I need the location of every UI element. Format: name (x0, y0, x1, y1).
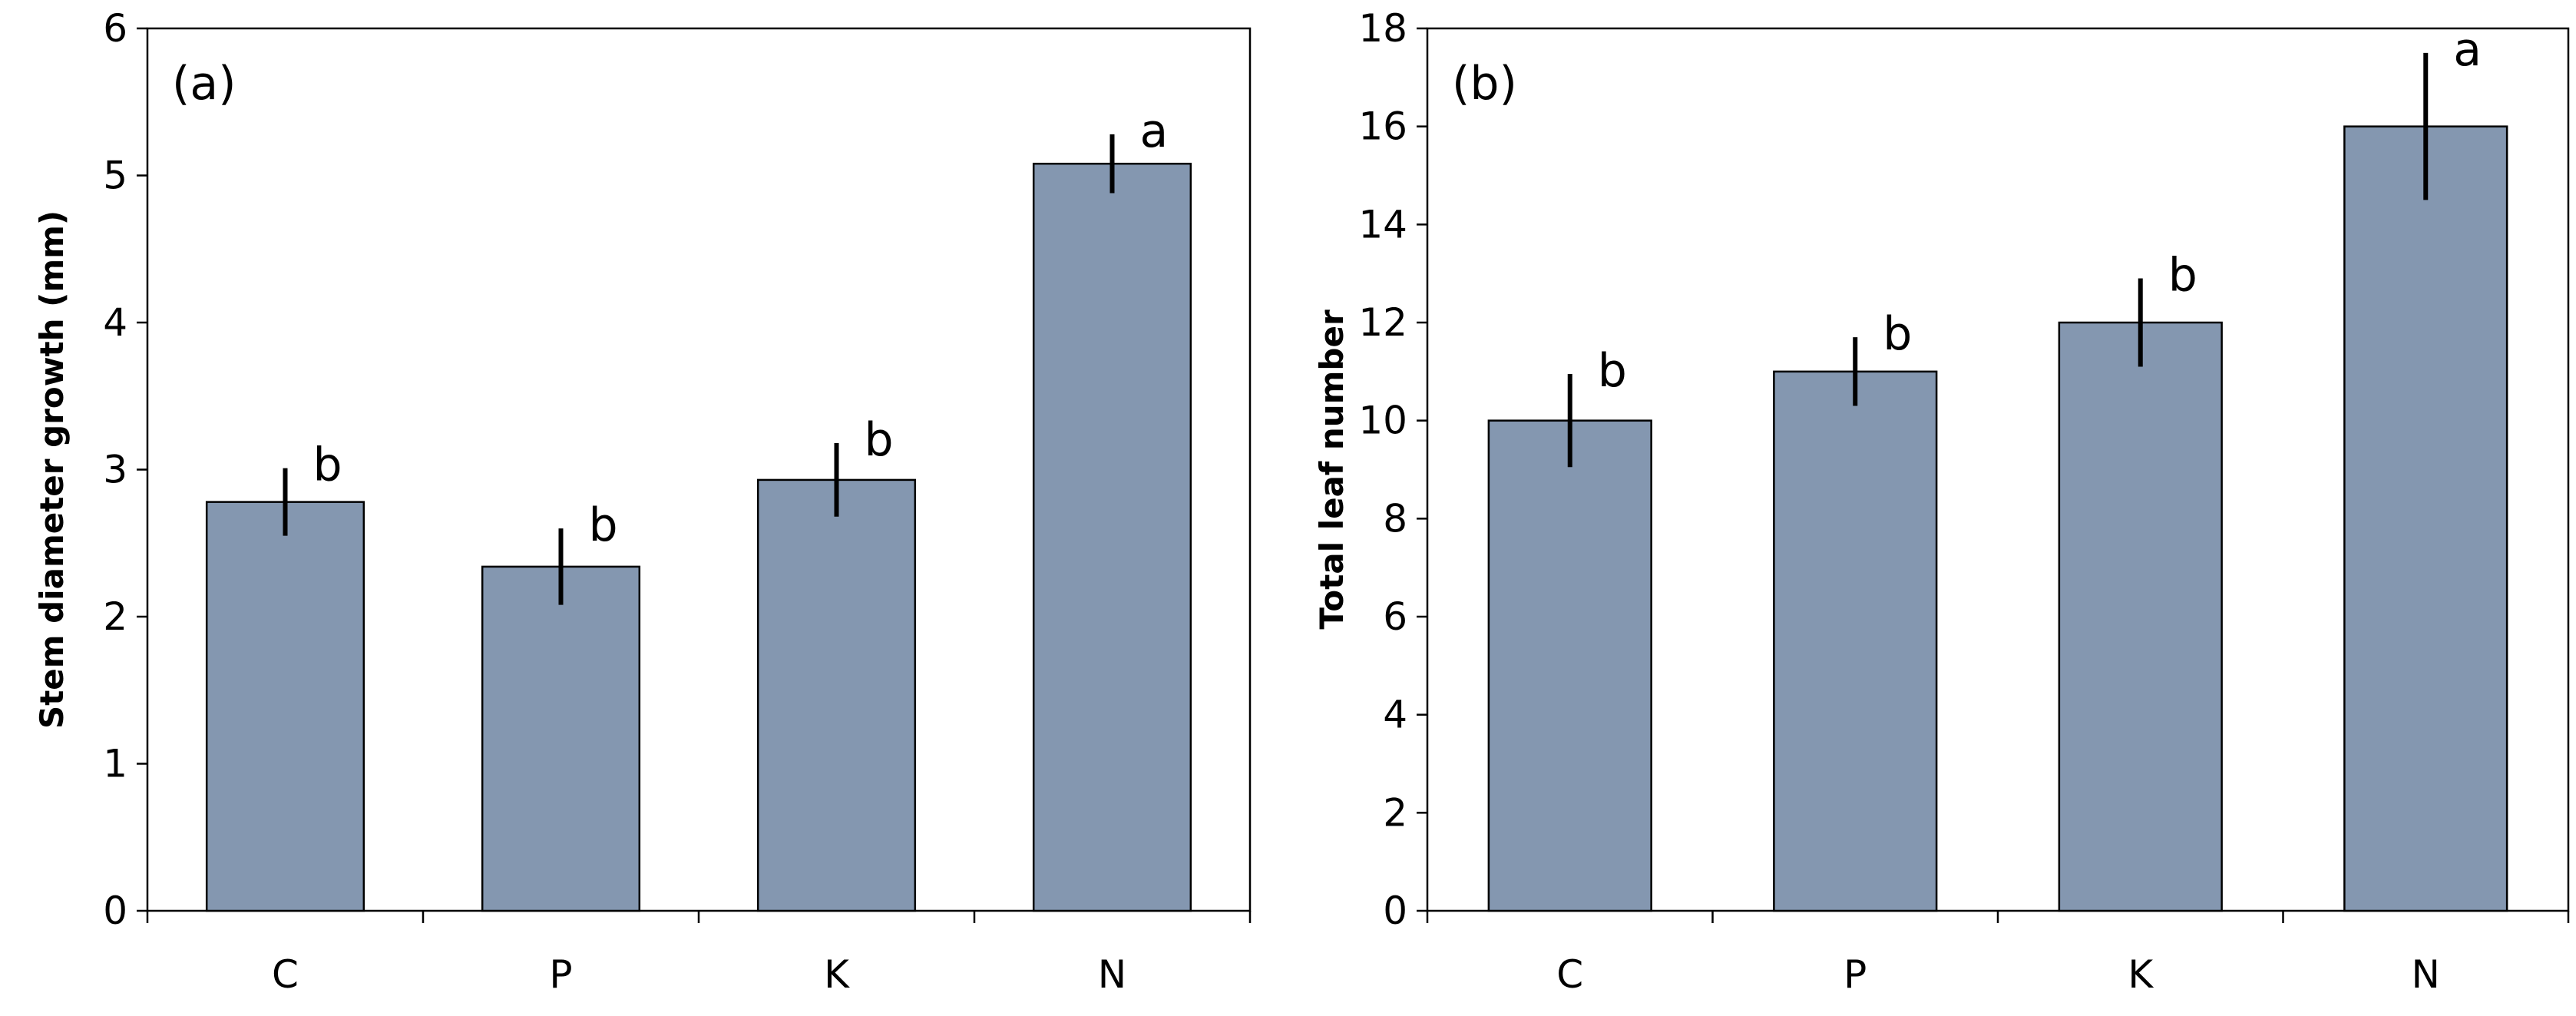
panel-label: (b) (1452, 57, 1517, 111)
y-tick-label: 1 (103, 742, 127, 786)
chart-leaf-number: 0 2 4 6 8 10 12 14 16 18 b Cb Pb Ka N (b) Total leaf num… (1313, 6, 2570, 997)
x-category-label: K (824, 952, 850, 997)
chart-stem-diameter: 0 1 2 3 4 5 6 b Cb Pb Ka N (a) Stem diameter growth (… (33, 6, 1252, 997)
y-axis-title: Stem diameter growth (mm) (33, 210, 71, 729)
bar-n (1032, 162, 1192, 912)
significance-letter: b (1598, 344, 1627, 398)
significance-letter: a (2453, 23, 2482, 77)
bar-p (1773, 370, 1938, 912)
x-category-label: N (2412, 952, 2440, 997)
y-tick-label: 8 (1383, 496, 1407, 541)
bar-c (205, 501, 365, 912)
y-tick-label: 4 (1383, 693, 1407, 737)
y-tick-label: 2 (103, 594, 127, 639)
x-category-label: P (549, 952, 572, 997)
y-tick-label: 18 (1358, 6, 1407, 51)
x-category-label: N (1098, 952, 1126, 997)
y-tick-label: 6 (1383, 594, 1407, 639)
bar-k (756, 478, 917, 912)
bar-n (2343, 125, 2508, 912)
significance-letter: a (1140, 104, 1169, 158)
x-category-label: K (2128, 952, 2154, 997)
significance-letter: b (1883, 307, 1912, 361)
y-tick-label: 6 (103, 6, 127, 51)
y-tick-label: 5 (103, 154, 127, 198)
y-tick-label: 10 (1358, 399, 1407, 443)
x-category-label: C (272, 952, 299, 997)
x-category-label: P (1844, 952, 1867, 997)
y-tick-label: 0 (1383, 889, 1407, 933)
significance-letter: b (313, 439, 342, 492)
bar-k (2058, 321, 2223, 912)
panel-label: (a) (172, 57, 236, 111)
y-tick-label: 16 (1358, 104, 1407, 149)
significance-letter: b (2168, 249, 2197, 303)
bar-p (481, 565, 641, 912)
significance-letter: b (865, 413, 894, 467)
y-tick-label: 2 (1383, 790, 1407, 835)
x-category-label: C (1556, 952, 1583, 997)
significance-letter: b (589, 498, 618, 552)
y-axis-title: Total leaf number (1313, 309, 1351, 630)
y-tick-label: 3 (103, 448, 127, 492)
bar-c (1487, 419, 1652, 912)
y-tick-label: 4 (103, 300, 127, 345)
y-tick-label: 0 (103, 889, 127, 933)
y-tick-label: 14 (1358, 202, 1407, 247)
y-tick-label: 12 (1358, 300, 1407, 345)
